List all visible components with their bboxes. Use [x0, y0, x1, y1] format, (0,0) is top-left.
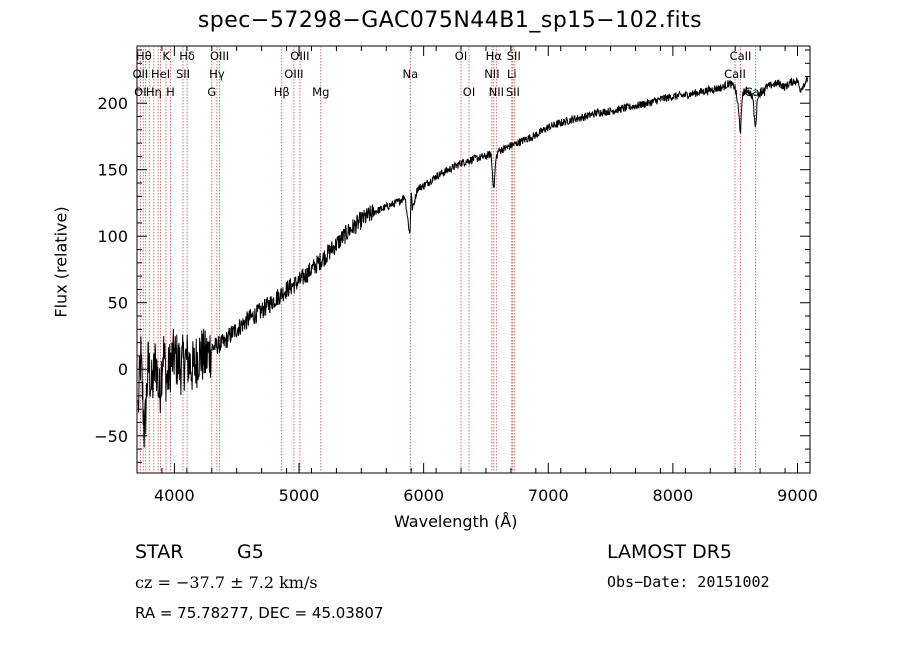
x-tick-label-0: 4000 — [154, 486, 195, 505]
survey-name: LAMOST DR5 — [607, 541, 732, 563]
spectral-line-labels: Hθ K Hδ OIII OIII OI Hα SII CaII OII HeI SII Hγ OIII N… — [132, 49, 766, 99]
axes: 4000 5000 6000 7000 8000 9000 −50 0 50 100 150 200 — [94, 46, 818, 505]
line-label-row1-8: CaII — [730, 49, 752, 63]
observation-date: Obs−Date: 20151002 — [607, 573, 770, 591]
x-tick-label-3: 7000 — [528, 486, 569, 505]
x-tick-label-4: 8000 — [653, 486, 694, 505]
line-label-row3-5: Mg — [312, 85, 329, 99]
line-label-row1-1: K — [162, 49, 170, 63]
line-label-row2-0: OII — [132, 67, 148, 81]
y-tick-label-5: 200 — [97, 94, 128, 113]
y-tick-label-4: 150 — [97, 161, 128, 180]
line-label-row3-3: G — [207, 85, 216, 99]
line-label-row3-8: SII — [506, 85, 520, 99]
line-label-row2-5: Na — [402, 67, 418, 81]
line-label-row1-4: OIII — [290, 49, 309, 63]
y-axis-label: Flux (relative) — [51, 206, 71, 318]
line-label-row2-2: SII — [176, 67, 190, 81]
x-axis-label: Wavelength (Å) — [394, 512, 518, 531]
line-label-row2-4: OIII — [284, 67, 303, 81]
line-label-row3-2: H — [166, 85, 175, 99]
plot-frame — [136, 45, 811, 474]
x-tick-label-2: 6000 — [403, 486, 444, 505]
y-tick-label-1: 0 — [118, 360, 128, 379]
line-label-row2-1: HeI — [151, 67, 170, 81]
line-label-row1-2: Hδ — [179, 49, 195, 63]
spectrum-series-line — [137, 76, 808, 448]
line-label-row1-0: Hθ — [136, 49, 152, 63]
line-label-row2-7: Li — [507, 67, 517, 81]
line-label-row2-8: CaII — [724, 67, 746, 81]
y-tick-label-2: 50 — [108, 294, 128, 313]
line-label-row2-6: NII — [484, 67, 499, 81]
line-label-row3-1: Hη — [146, 85, 162, 99]
line-label-row1-7: SII — [507, 49, 521, 63]
line-label-row3-0: OI — [134, 85, 146, 99]
line-label-row1-6: Hα — [486, 49, 503, 63]
spectral-line-markers — [139, 46, 756, 473]
object-subclass: G5 — [237, 541, 264, 563]
y-tick-label-3: 100 — [97, 227, 128, 246]
x-tick-label-1: 5000 — [279, 486, 320, 505]
coordinates: RA = 75.78277, DEC = 45.03807 — [135, 604, 384, 622]
chart-title: spec−57298−GAC075N44B1_sp15−102.fits — [197, 8, 703, 33]
y-tick-label-0: −50 — [94, 427, 128, 446]
line-label-row3-7: NII — [489, 85, 504, 99]
line-label-row2-3: Hγ — [209, 67, 225, 81]
line-label-row3-6: OI — [463, 85, 475, 99]
x-tick-label-5: 9000 — [777, 486, 818, 505]
line-label-row3-4: Hβ — [274, 85, 290, 99]
object-class: STAR — [135, 541, 184, 563]
line-label-row1-5: OI — [455, 49, 467, 63]
line-label-row1-3: OIII — [210, 49, 229, 63]
radial-velocity: cz = −37.7 ± 7.2 km/s — [135, 573, 318, 592]
